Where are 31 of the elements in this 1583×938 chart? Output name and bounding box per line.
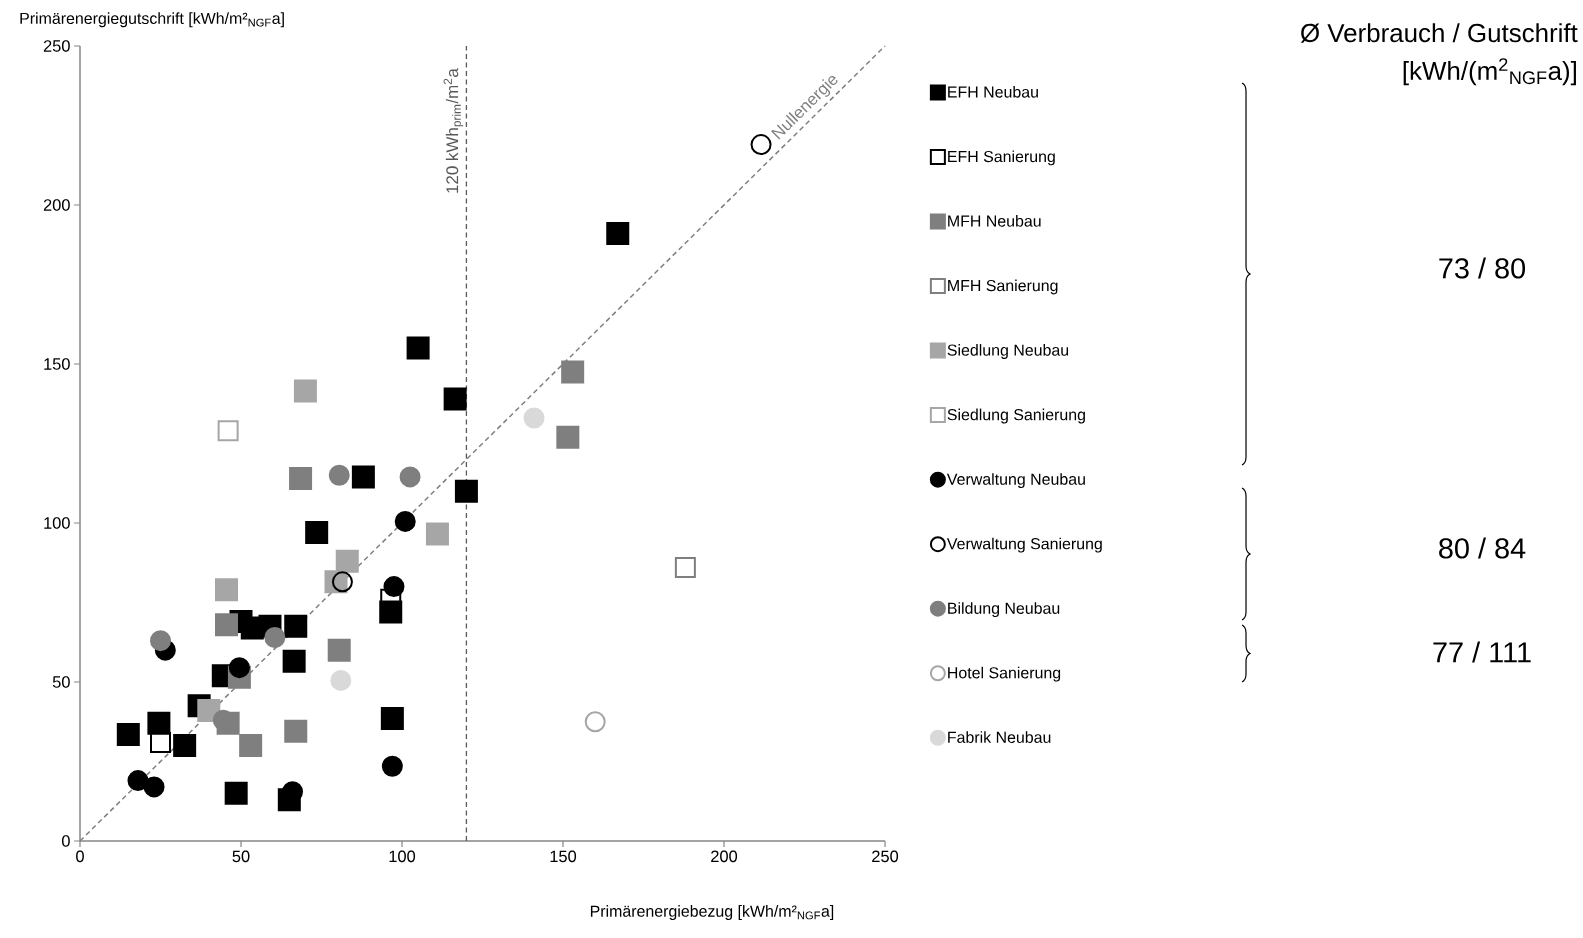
legend-label: Siedlung Neubau <box>947 344 1069 359</box>
x-axis-title: Primärenergiebezug [kWh/m²$_{NGF}$a] <box>590 905 834 920</box>
legend-label: Bildung Neubau <box>948 602 1060 618</box>
x-tick-label: 100 <box>389 850 416 863</box>
text: Ø Verbrauch / Gutschrift <box>1300 23 1578 43</box>
legend-label: EFH Sanierung <box>948 150 1055 166</box>
text: 77 / 111 <box>1433 641 1531 663</box>
text: 80 / 84 <box>1439 537 1526 559</box>
legend-label: MFH Neubau <box>948 215 1041 227</box>
x-tick-label: 250 <box>872 850 899 863</box>
y-tick-label: 0 <box>61 835 70 847</box>
legend-label: Verwaltung Neubau <box>946 473 1085 488</box>
text: 73 / 80 <box>1439 257 1526 279</box>
y-tick-label: 50 <box>52 676 70 688</box>
x-tick-label: 0 <box>76 850 84 863</box>
x-tick-label: 200 <box>711 850 738 863</box>
x-tick-label: 150 <box>550 850 577 863</box>
x-tick-label: 50 <box>232 850 250 863</box>
y-tick-label: 150 <box>44 358 70 370</box>
text: [kWh/(m$^{2}$$_{NGF}$a)] <box>1403 58 1576 86</box>
legend-label: Verwaltung Sanierung <box>946 537 1102 553</box>
legend-label: MFH Sanierung <box>948 279 1058 295</box>
ref-line-label: 120 kWh$_{prim}$/m$^{2}$a <box>443 68 464 193</box>
legend-label: Fabrik Neubau <box>948 731 1051 743</box>
y-tick-label: 200 <box>43 199 70 211</box>
legend-label: Hotel Sanierung <box>948 666 1061 682</box>
y-tick-label: 100 <box>44 517 70 529</box>
legend-label: EFH Neubau <box>948 85 1038 98</box>
legend-label: Siedlung Sanierung <box>947 408 1085 424</box>
y-tick-label: 250 <box>43 40 70 52</box>
y-axis-title: Primärenergiegutschrift [kWh/m²$_{NGF}$a] <box>20 12 284 28</box>
